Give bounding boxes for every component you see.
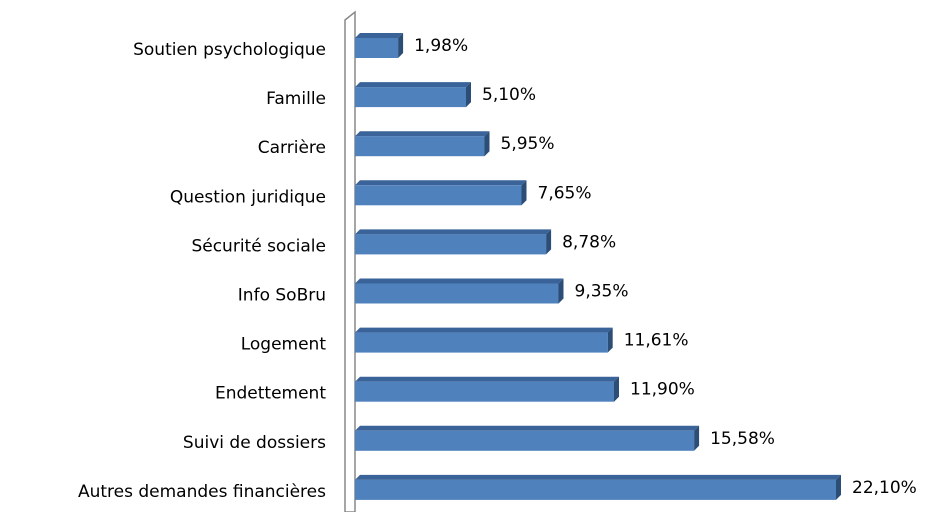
value-label: 5,95% [501,134,555,154]
bar-top [355,229,552,235]
bar-side [694,425,700,451]
bar-top [355,327,613,333]
bar-top [355,33,404,38]
bar [355,278,564,304]
bar-front [355,479,836,500]
category-label: Endettement [215,384,326,404]
value-label: 7,65% [538,183,592,203]
bar-front [355,185,522,206]
value-label: 9,35% [575,282,629,302]
bar [355,474,841,500]
bar-front [355,381,614,402]
bar-side [484,131,490,157]
bar-front [355,234,547,255]
bar [355,327,613,353]
bar [355,33,404,58]
bar-side [466,82,471,108]
bar-top [355,180,527,186]
bar-side [607,327,613,353]
category-label: Autres demandes financières [78,482,326,502]
bar-front [355,430,695,451]
bar-front [355,38,399,58]
value-label: 5,10% [482,85,536,105]
bar-front [355,136,485,157]
category-label: Info SoBru [238,286,326,306]
bar-side [398,33,404,58]
bar-top [355,278,564,284]
axis-wall [344,10,356,512]
bar-side [521,180,527,206]
bar-top [355,474,841,480]
bar-front [355,332,608,353]
category-label: Soutien psychologique [133,40,326,60]
bar [355,131,490,157]
bar-side [836,474,841,500]
value-label: 11,61% [624,331,689,351]
value-label: 8,78% [562,232,616,252]
bar [355,376,619,402]
bar-top [355,82,471,88]
category-label: Famille [266,89,326,109]
bar [355,180,527,206]
category-label: Suivi de dossiers [183,433,326,453]
bar-top [355,425,700,431]
bar [355,425,700,451]
bar-front [355,87,466,108]
bar [355,229,552,255]
value-label: 15,58% [710,429,775,449]
category-label: Carrière [258,138,326,158]
bar-top [355,131,490,137]
category-label: Question juridique [170,187,326,207]
bar-side [546,229,552,255]
category-label: Sécurité sociale [191,236,326,256]
bar-side [614,376,619,402]
bar-front [355,283,559,304]
value-label: 22,10% [852,478,917,498]
bar-top [355,376,619,382]
bar-side [558,278,564,304]
value-label: 11,90% [630,380,695,400]
category-label: Logement [241,335,327,355]
value-label: 1,98% [414,36,468,56]
bar [355,82,471,108]
